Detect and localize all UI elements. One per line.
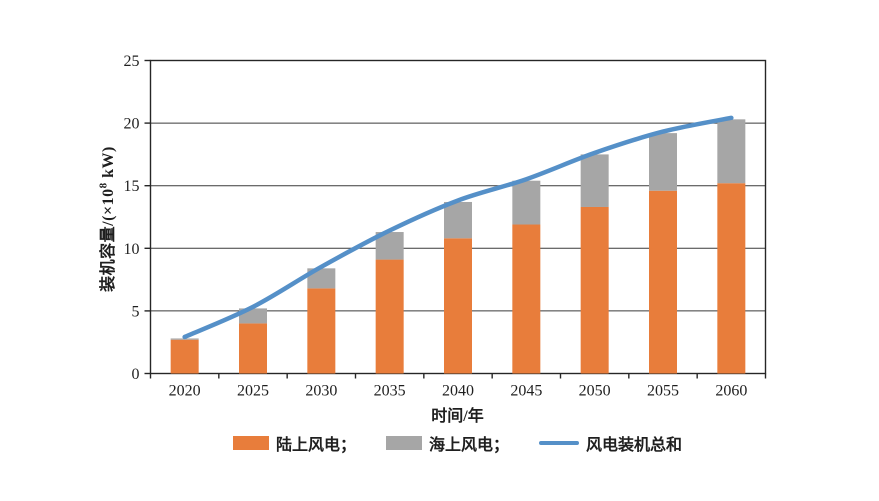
total-line-swatch-icon (539, 441, 579, 445)
bar-segment-陆上风电-2020 (170, 339, 199, 374)
offshore-wind-swatch-icon (385, 436, 422, 450)
legend-item-offshore: 海上风电； (385, 431, 509, 455)
bar-segment-陆上风电-2055 (649, 190, 677, 374)
y-axis-title-superscript: 8 (97, 182, 110, 189)
x-tick-label-2055: 2055 (647, 383, 679, 400)
bar-segment-海上风电-2050 (580, 154, 609, 207)
bar-segment-陆上风电-2025 (239, 323, 267, 374)
x-axis-title: 时间/年 (431, 408, 484, 425)
chart-legend: 陆上风电； 海上风电； 风电装机总和 (150, 431, 765, 455)
legend-label-offshore: 海上风电； (428, 437, 509, 454)
y-tick-label-5: 5 (132, 303, 140, 320)
bar-segment-陆上风电-2050 (580, 206, 609, 374)
y-axis-title: 装机容量/(×108 kW) (94, 146, 118, 292)
legend-item-total: 风电装机总和 (539, 431, 682, 455)
bar-segment-海上风电-2040 (444, 201, 472, 239)
x-tick-label-2030: 2030 (305, 383, 337, 400)
y-axis-title-suffix: kW) (100, 146, 117, 183)
y-tick-label-20: 20 (124, 116, 140, 133)
onshore-wind-swatch-icon (232, 436, 269, 450)
x-tick-label-2035: 2035 (374, 383, 406, 400)
bar-segment-海上风电-2060 (717, 119, 746, 184)
bar-segment-海上风电-2055 (649, 133, 677, 191)
y-tick-label-25: 25 (124, 53, 140, 70)
y-tick-label-0: 0 (132, 366, 140, 383)
legend-item-onshore: 陆上风电； (232, 431, 356, 455)
x-tick-label-2060: 2060 (715, 383, 747, 400)
bar-segment-海上风电-2045 (512, 180, 541, 225)
x-tick-label-2050: 2050 (579, 383, 611, 400)
bar-segment-陆上风电-2035 (375, 259, 404, 374)
x-tick-label-2045: 2045 (510, 383, 542, 400)
bar-segment-陆上风电-2045 (512, 224, 541, 374)
total-capacity-line (182, 115, 734, 340)
legend-label-total: 风电装机总和 (586, 437, 683, 454)
bar-segment-陆上风电-2060 (717, 183, 746, 374)
x-tick-label-2025: 2025 (237, 383, 269, 400)
y-tick-label-10: 10 (124, 241, 140, 258)
x-tick-label-2020: 2020 (169, 383, 201, 400)
x-tick-label-2040: 2040 (442, 383, 474, 400)
bar-segment-陆上风电-2040 (444, 238, 472, 374)
legend-label-onshore: 陆上风电； (275, 437, 356, 454)
y-axis-title-prefix: 装机容量/(×10 (100, 188, 117, 292)
bar-segment-陆上风电-2030 (307, 288, 336, 374)
y-tick-label-15: 15 (124, 178, 140, 195)
